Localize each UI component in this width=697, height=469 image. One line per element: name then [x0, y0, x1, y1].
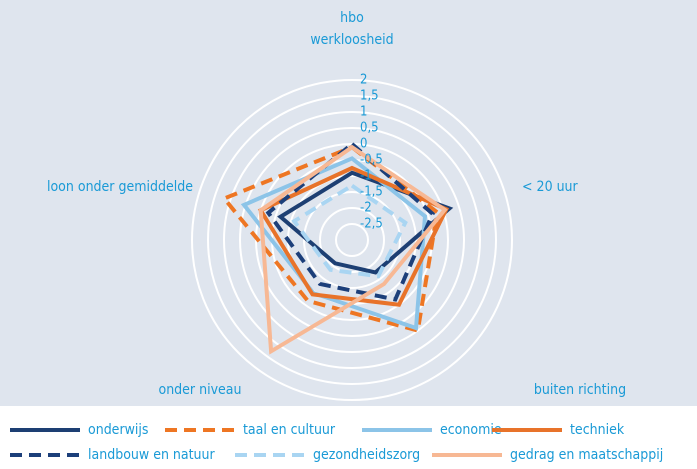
legend-label: onderwijs [88, 422, 148, 438]
plot-background [0, 0, 697, 406]
series-line [220, 144, 440, 334]
y-tick-label: -2,5 [360, 217, 383, 232]
series-line [258, 144, 448, 355]
y-tick-label: 1 [360, 105, 367, 120]
grid-ring [223, 111, 481, 369]
y-tick-label: -1 [360, 169, 372, 184]
y-tick-label: -2 [360, 201, 372, 216]
axis-label: < 20 uur [522, 179, 579, 195]
y-tick-label: 1,5 [360, 89, 379, 104]
grid-ring [191, 79, 513, 401]
legend-label: landbouw en natuur [88, 447, 216, 463]
axis-label: hbo werkloosheid [310, 10, 393, 48]
legend-label: gedrag en maatschappij [510, 447, 663, 463]
grid-ring [303, 191, 401, 289]
legend-label: taal en cultuur [243, 422, 336, 438]
axis-label: loon onder gemiddelde [47, 179, 193, 195]
grid-ring [335, 223, 369, 257]
series-line [265, 141, 436, 302]
grid-ring [207, 95, 497, 385]
legend-label: gezondheidszorg [313, 447, 420, 463]
grid-ring [319, 207, 385, 273]
legend-label: techniek [570, 422, 625, 438]
y-tick-label: -0,5 [360, 153, 383, 168]
grid-ring [239, 127, 465, 353]
y-tick-label: -1,5 [360, 185, 383, 200]
axis-label: onder niveau [158, 382, 241, 398]
series-line [240, 156, 428, 331]
y-tick-label: 2 [360, 73, 367, 88]
y-tick-label: 0,5 [360, 121, 379, 136]
y-tick-label: 0 [360, 137, 367, 152]
axis-label: buiten richting [534, 382, 626, 398]
legend-label: economie [440, 422, 502, 438]
